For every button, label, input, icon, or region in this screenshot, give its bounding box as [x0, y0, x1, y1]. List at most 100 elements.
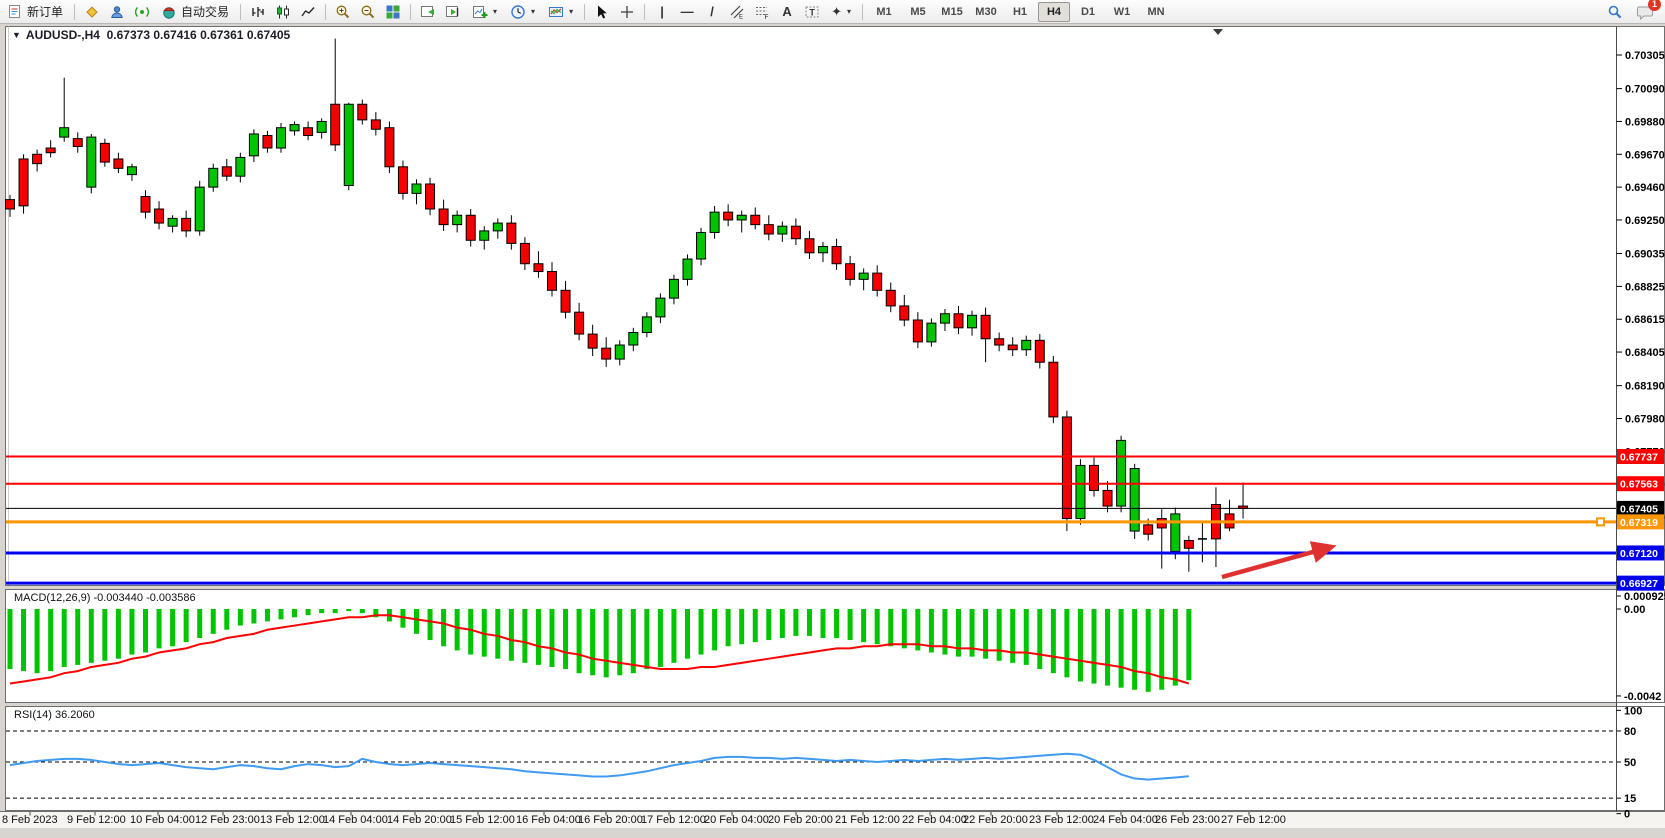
text-label-icon: T — [805, 6, 819, 17]
quote-open: 0.67373 — [106, 28, 150, 42]
vertical-line-tool-button[interactable]: | — [650, 1, 674, 23]
main-toolbar: 新订单 自动交易 — [0, 0, 1665, 24]
timeframe-d1-button[interactable]: D1 — [1080, 5, 1096, 18]
horizontal-line-tool-button[interactable]: — — [675, 1, 699, 23]
toolbar-separator — [584, 3, 586, 20]
timeframe-bar: M1 M5 M15 M30 H1 H4 D1 W1 MN — [868, 1, 1172, 22]
timeframe-m5-button[interactable]: M5 — [910, 5, 926, 18]
chart-title: ▼ AUDUSD-,H4 0.67373 0.67416 0.67361 0.67… — [12, 28, 290, 42]
svg-text:0.69035: 0.69035 — [1625, 249, 1665, 261]
horizontal-line-icon: — — [680, 4, 694, 19]
timeframe-w1-button[interactable]: W1 — [1113, 5, 1131, 18]
crosshair-tool-button[interactable] — [615, 1, 639, 23]
tile-windows-button[interactable] — [381, 1, 405, 23]
svg-text:16 Feb 20:00: 16 Feb 20:00 — [578, 814, 643, 826]
horizontal-line-objects[interactable] — [6, 455, 1616, 585]
text-tool-button[interactable]: A — [775, 1, 799, 23]
svg-text:0.70090: 0.70090 — [1625, 84, 1665, 96]
svg-text:0.67980: 0.67980 — [1625, 414, 1665, 426]
svg-text:0.00: 0.00 — [1624, 604, 1645, 616]
trendline-tool-button[interactable]: / — [700, 1, 724, 23]
search-icon — [1608, 5, 1622, 18]
signals-radar-icon — [135, 6, 149, 17]
arrow-annotation[interactable] — [1221, 541, 1337, 580]
signals-button[interactable] — [130, 1, 154, 23]
new-order-button[interactable]: 新订单 — [2, 1, 69, 23]
shapes-tool-button[interactable]: ✦ ▾ — [825, 1, 857, 23]
svg-text:10 Feb 04:00: 10 Feb 04:00 — [130, 814, 195, 826]
notification-badge: 1 — [1648, 0, 1661, 11]
svg-text:23 Feb 12:00: 23 Feb 12:00 — [1029, 814, 1094, 826]
svg-text:100: 100 — [1624, 705, 1642, 717]
fibonacci-tool-button[interactable]: F — [750, 1, 774, 23]
svg-text:9 Feb 12:00: 9 Feb 12:00 — [67, 814, 126, 826]
macd-axis-ticks: 0.0009250.00 -0.0042 — [1616, 591, 1665, 703]
toolbar-separator — [325, 3, 327, 20]
new-chart-icon — [473, 5, 488, 18]
zoom-in-button[interactable] — [331, 1, 355, 23]
chart-collapse-icon[interactable]: ▼ — [12, 30, 21, 40]
periods-button[interactable]: ▾ — [504, 1, 541, 23]
rsi-axis-ticks: 100 80 50 15 0 — [1616, 705, 1642, 821]
step-forward-button[interactable] — [441, 1, 465, 23]
svg-text:0.68615: 0.68615 — [1625, 314, 1665, 326]
templates-button[interactable]: ▾ — [542, 1, 579, 23]
label-tool-button[interactable]: T — [800, 1, 824, 23]
equidistant-channel-icon: E — [730, 5, 744, 20]
channel-tool-button[interactable]: E — [725, 1, 749, 23]
rsi-indicator-label: RSI(14) 36.2060 — [14, 709, 95, 721]
metaquotes-button[interactable] — [80, 1, 104, 23]
rsi-line — [9, 752, 1189, 781]
autotrading-robot-icon — [163, 6, 175, 19]
hline-handle[interactable] — [1596, 517, 1605, 527]
chart-symbol-period: AUDUSD-,H4 — [25, 28, 100, 42]
svg-text:0.000925: 0.000925 — [1624, 591, 1665, 603]
fibonacci-icon: F — [756, 6, 769, 20]
timeframe-h1-button[interactable]: H1 — [1012, 5, 1028, 18]
zoom-out-button[interactable] — [356, 1, 380, 23]
bar-chart-mode-button[interactable] — [246, 1, 270, 23]
crosshair-icon — [621, 5, 634, 18]
timeframe-m1-button[interactable]: M1 — [876, 5, 892, 18]
svg-text:-0.0042: -0.0042 — [1624, 691, 1661, 703]
text-icon: A — [782, 4, 792, 19]
toolbar-separator — [240, 3, 242, 20]
svg-text:0.67405: 0.67405 — [1620, 503, 1658, 515]
quote-low: 0.67361 — [200, 28, 244, 42]
notifications-button[interactable]: 1 — [1633, 0, 1661, 23]
chart-shift-marker[interactable] — [1213, 29, 1223, 35]
search-button[interactable] — [1603, 1, 1627, 23]
svg-text:80: 80 — [1624, 726, 1636, 738]
macd-panel[interactable] — [5, 589, 1665, 703]
svg-text:0.67563: 0.67563 — [1620, 479, 1658, 491]
svg-text:12 Feb 23:00: 12 Feb 23:00 — [195, 814, 260, 826]
clock-icon — [511, 4, 525, 19]
svg-text:0.66927: 0.66927 — [1620, 578, 1658, 590]
svg-text:22 Feb 20:00: 22 Feb 20:00 — [963, 814, 1028, 826]
rsi-panel[interactable] — [5, 706, 1665, 811]
timeframe-m15-button[interactable]: M15 — [941, 5, 963, 18]
price-axis-badges: 0.67737 0.67563 0.67405 0.67319 0.67120 0.669… — [1617, 449, 1664, 591]
svg-text:20 Feb 04:00: 20 Feb 04:00 — [704, 814, 769, 826]
profile-person-icon — [111, 5, 123, 18]
cursor-tool-button[interactable] — [590, 1, 614, 23]
auto-arrange-button[interactable] — [416, 1, 440, 23]
svg-text:14 Feb 20:00: 14 Feb 20:00 — [387, 814, 452, 826]
new-chart-button[interactable]: ▾ — [466, 1, 503, 23]
timeframe-mn-button[interactable]: MN — [1147, 5, 1165, 18]
line-chart-mode-button[interactable] — [296, 1, 320, 23]
autotrading-button[interactable]: 自动交易 — [155, 1, 235, 23]
community-button[interactable] — [105, 1, 129, 23]
timeframe-m30-button[interactable]: M30 — [975, 5, 997, 18]
candlestick-mode-button[interactable] — [271, 1, 295, 23]
svg-text:20 Feb 20:00: 20 Feb 20:00 — [768, 814, 833, 826]
timeframe-h4-button[interactable]: H4 — [1038, 1, 1070, 22]
main-chart-panel[interactable] — [5, 26, 1665, 586]
svg-text:T: T — [809, 7, 815, 17]
svg-text:0.69460: 0.69460 — [1625, 182, 1665, 194]
svg-text:27 Feb 12:00: 27 Feb 12:00 — [1221, 814, 1286, 826]
svg-text:22 Feb 04:00: 22 Feb 04:00 — [902, 814, 967, 826]
svg-text:0.69880: 0.69880 — [1625, 116, 1665, 128]
svg-text:0.69250: 0.69250 — [1625, 215, 1665, 227]
